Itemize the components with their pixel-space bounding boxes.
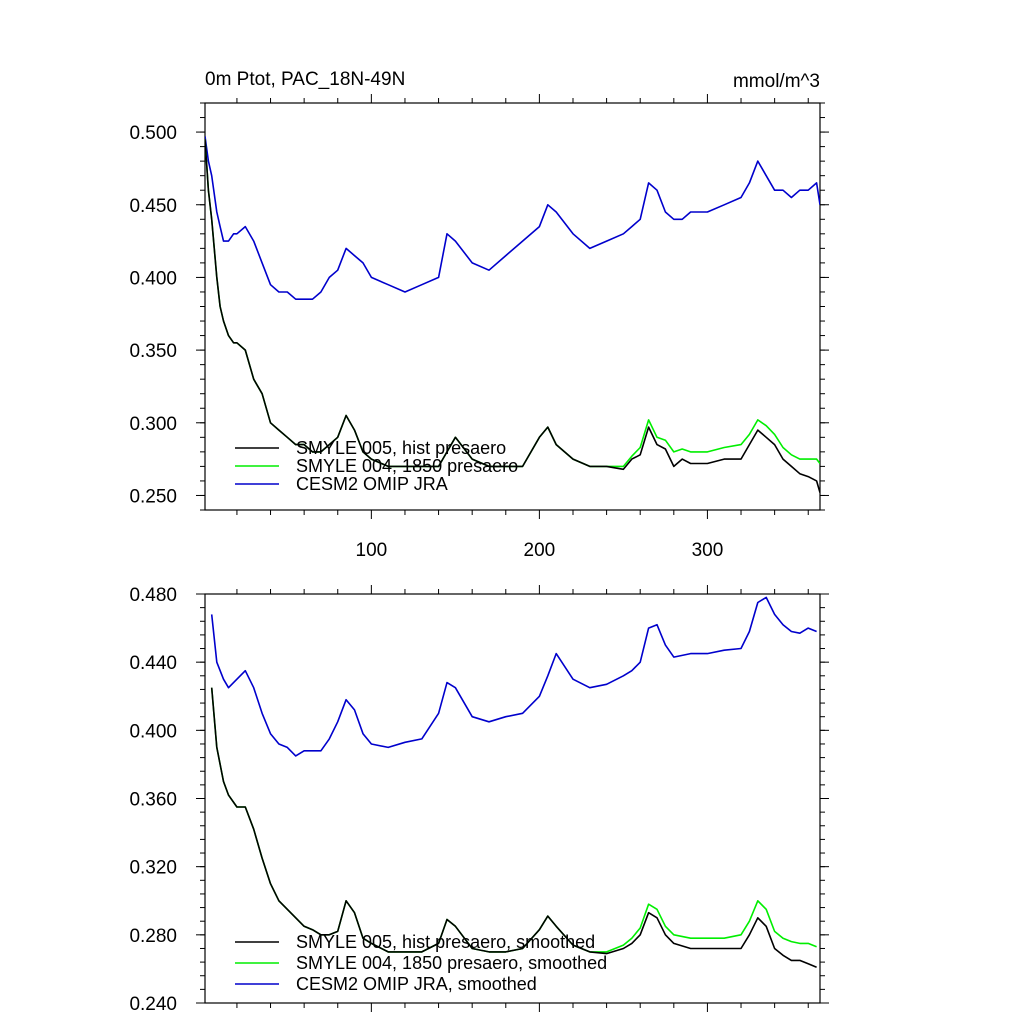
series-group [210,596,817,968]
chart-title: 0m Ptot, PAC_18N-49N [205,69,405,90]
legend-label: CESM2 OMIP JRA, smoothed [296,974,537,994]
legend-label: SMYLE 004, 1850 presaero, smoothed [296,953,607,973]
series-line-smyle-004-1850-presaero [205,139,820,468]
y-tick-label: 0.440 [129,653,177,674]
series-group [205,136,820,493]
y-tick-label: 0.280 [129,926,177,947]
y-tick-label: 0.300 [129,414,177,435]
x-tick-label: 300 [692,540,724,561]
y-tick-label: 0.320 [129,858,177,879]
x-tick-label: 100 [356,540,388,561]
y-tick-label: 0.480 [129,585,177,606]
y-tick-label: 0.250 [129,486,177,507]
series-line-smyle-005-hist-presaero [205,139,820,493]
series-line-smyle-005-hist-presaero-smoothed [210,687,817,968]
series-line-smyle-004-1850-presaero-smoothed [210,687,817,953]
y-tick-label: 0.350 [129,341,177,362]
series-line-cesm2-omip-jra [205,136,820,301]
legend-label: SMYLE 004, 1850 presaero [296,456,518,476]
top-panel: 0.250 0.300 0.350 0.400 0.450 0.500 100 200 300 0… [129,69,829,561]
units-label: mmol/m^3 [733,71,820,92]
y-tick-label: 0.360 [129,790,177,811]
y-tick-label: 0.500 [129,123,177,144]
legend-label: SMYLE 005, hist presaero, smoothed [296,932,595,952]
legend-label: CESM2 OMIP JRA [296,474,448,494]
y-tick-label: 0.400 [129,268,177,289]
y-tick-label: 0.240 [129,994,177,1015]
y-tick-label: 0.400 [129,721,177,742]
y-tick-label: 0.450 [129,196,177,217]
series-line-cesm2-omip-jra-smoothed [210,596,817,757]
legend-label: SMYLE 005, hist presaero [296,438,506,458]
x-tick-label: 200 [524,540,556,561]
bottom-panel: 0.240 0.280 0.320 0.360 0.400 0.440 0.480 SMYLE… [129,585,829,1015]
